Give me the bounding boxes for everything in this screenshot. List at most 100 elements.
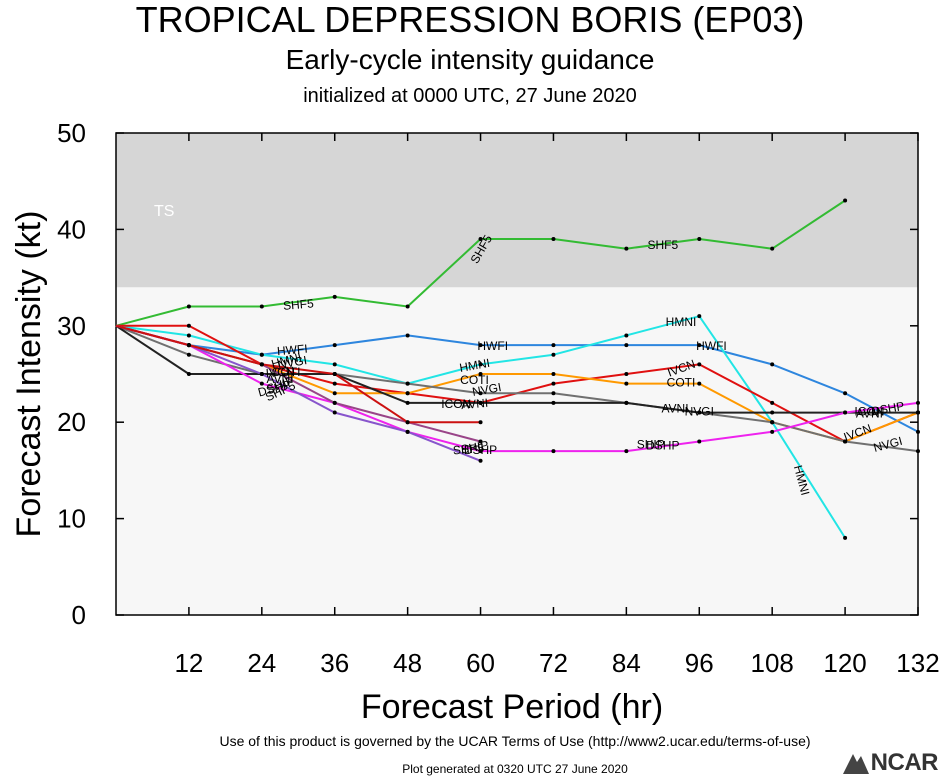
series-point-ivcn (551, 381, 556, 386)
series-point-hwfi (916, 429, 920, 434)
series-point-shf5 (697, 237, 702, 242)
series-label-coti: COTI (272, 365, 301, 379)
y-axis-label: Forecast Intensity (kt) (10, 211, 48, 538)
y-tick-label: 30 (57, 311, 86, 341)
series-point-avni (478, 400, 483, 405)
series-point-ship (332, 410, 337, 415)
series-point-hwfi (332, 343, 337, 348)
series-point-dshp (551, 449, 556, 454)
series-point-shf5 (551, 237, 556, 242)
plot-frame (115, 132, 919, 616)
x-tick-label: 48 (393, 648, 422, 678)
series-label-group-avni: AVNI (661, 402, 688, 416)
series-point-nvgi (916, 449, 920, 454)
series-point-nvgi (478, 391, 483, 396)
series-label-group-coti: COTI (460, 373, 489, 387)
series-point-icon (332, 372, 337, 376)
series-point-coti (697, 381, 702, 386)
x-tick-label: 108 (750, 648, 793, 678)
series-point-nvgi (186, 352, 191, 357)
series-point-avni (186, 372, 191, 376)
series-point-icon (259, 362, 264, 367)
x-tick-label: 60 (466, 648, 495, 678)
x-tick-label: 84 (612, 648, 641, 678)
series-label-group-hwfi: HWFI (276, 342, 308, 359)
series-point-avni (624, 400, 629, 405)
series-point-ivcn (624, 372, 629, 376)
series-label-icon: ICON (441, 397, 471, 411)
ncar-logo-text: NCAR (870, 749, 939, 776)
series-point-icon (478, 420, 483, 425)
series-point-coti (332, 391, 337, 396)
series-point-dshp (770, 429, 775, 434)
series-point-coti (551, 372, 556, 376)
series-label-dshp: DSHP (464, 443, 497, 457)
series-point-dshp (624, 449, 629, 454)
series-label-group-coti: COTI (272, 365, 301, 379)
series-label-dshp: DSHP (870, 399, 905, 419)
series-point-nvgi (551, 391, 556, 396)
series-point-ivcn (697, 362, 702, 367)
series-label-avni: AVNI (856, 407, 883, 421)
series-label-nvgi: NVGI (277, 353, 308, 372)
series-label-ship: SHIP (460, 438, 490, 457)
series-label-group-ivcn: IVCN (265, 364, 295, 380)
series-line-icon (115, 324, 481, 424)
chart-title: TROPICAL DEPRESSION BORIS (EP03) (135, 0, 805, 40)
series-label-group-dshp: DSHP (870, 399, 905, 419)
series-line-avni (115, 324, 918, 414)
series-label-group-nvgi: NVGI (471, 380, 502, 399)
series-label-hmni: HMNI (458, 356, 491, 375)
series-label-shf5: SHF5 (647, 238, 678, 252)
series-point-hwfi (478, 343, 483, 348)
series-point-coti (624, 381, 629, 386)
series-label-group-dshp: DSHP (646, 438, 679, 452)
series-label-coti: COTI (667, 376, 696, 390)
series-point-shf5 (186, 304, 191, 309)
series-label-group-ship: SHIP (637, 437, 665, 451)
x-tick-label: 12 (174, 648, 203, 678)
series-point-shf5 (843, 198, 848, 203)
intensity-chart: TS 0 10 20 30 40 50 12 24 36 48 60 72 84 96 108 120 132 Fo… (10, 118, 940, 726)
series-label-avni: AVNI (460, 396, 488, 412)
series-point-hwfi (697, 343, 702, 348)
series-point-hmni (186, 333, 191, 338)
series-point-avni (916, 410, 920, 415)
series-label-dshp: DSHP (646, 438, 679, 452)
series-label-nvgi: NVGI (471, 380, 502, 399)
series-label-icon: ICON (854, 405, 884, 419)
series-point-hwfi (770, 362, 775, 367)
series-line-hwfi (115, 324, 919, 433)
chart-init-time: initialized at 0000 UTC, 27 June 2020 (303, 85, 637, 107)
x-tick-label: 120 (823, 648, 866, 678)
series-point-avni (770, 410, 775, 415)
y-tick-label: 50 (57, 118, 86, 148)
series-point-shf5 (259, 304, 264, 309)
series-label-group-hwfi: HWFI (696, 339, 727, 353)
series-point-nvgi (843, 439, 848, 444)
series-line-dshp (115, 324, 919, 453)
series-point-ship (478, 458, 483, 463)
series-label-group-hmni: HMNI (666, 315, 697, 329)
x-axis-label: Forecast Period (hr) (361, 688, 663, 726)
series-point-shf5 (478, 237, 483, 242)
series-point-hmni (478, 362, 483, 367)
series-label-ivcn: IVCN (265, 364, 295, 380)
series-label-group-shp5: SHP5 (452, 441, 485, 458)
series-point-dshp (916, 400, 920, 405)
series-label-coti: COTI (460, 373, 489, 387)
series-label-group-nvgi: NVGI (685, 405, 714, 419)
series-label-ship: SHIP (637, 437, 665, 451)
terms-notice: Use of this product is governed by the U… (219, 733, 811, 749)
series-point-dshp (478, 449, 483, 454)
series-label-group-avni: AVNI (266, 372, 293, 386)
chart-subtitle: Early-cycle intensity guidance (285, 44, 655, 75)
ncar-logo-mark-icon (842, 754, 869, 774)
series-label-group-hwfi: HWFI (477, 339, 508, 353)
series-label-avni: AVNI (266, 372, 293, 386)
series-label-group-ship: SHIP (460, 438, 490, 457)
ncar-logo: NCAR (841, 748, 939, 778)
series-point-hwfi (843, 391, 848, 396)
series-point-shf5 (624, 246, 629, 251)
x-tick-label: 72 (539, 648, 568, 678)
